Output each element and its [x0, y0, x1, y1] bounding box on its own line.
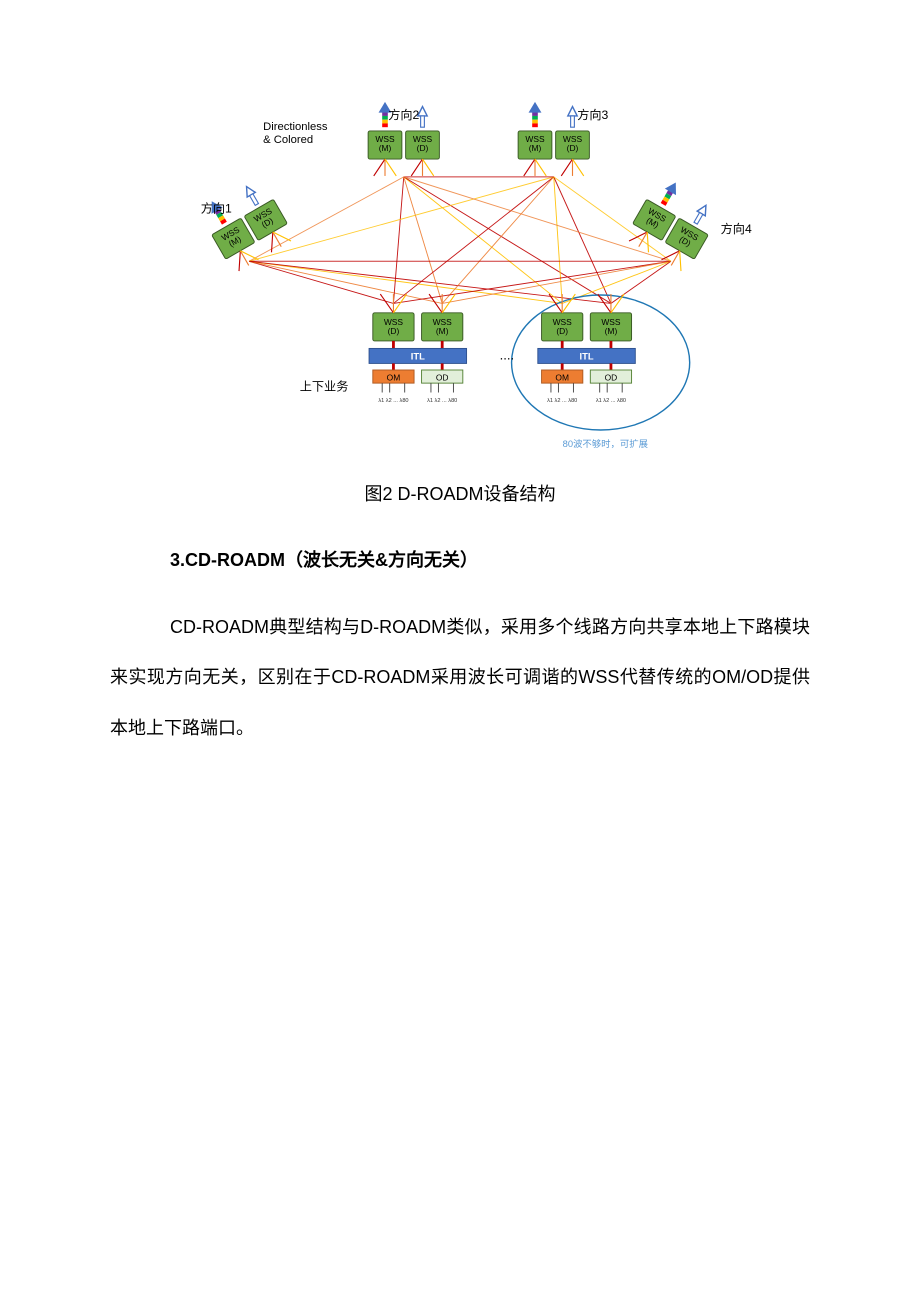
figure-caption: 图2 D-ROADM设备结构: [110, 480, 810, 506]
svg-text:λ1 λ2 ... λ80: λ1 λ2 ... λ80: [596, 398, 626, 404]
direction-label-1: 方向1: [201, 201, 232, 216]
svg-text:OD: OD: [436, 372, 449, 382]
svg-text:OM: OM: [387, 372, 401, 382]
body-paragraph: CD-ROADM典型结构与D-ROADM类似，采用多个线路方向共享本地上下路模块…: [110, 602, 810, 753]
d-roadm-diagram: WSS(M)WSS(D)WSS(M)WSS(D)WSS(M)WSS(D)WSS(…: [160, 100, 760, 460]
bottom-note: 80波不够时，可扩展: [563, 438, 648, 449]
mesh-lines: [249, 177, 671, 304]
stack-dots: ....: [500, 348, 515, 363]
direction-label-4: 方向4: [721, 221, 752, 236]
paragraph-text: CD-ROADM典型结构与D-ROADM类似，采用多个线路方向共享本地上下路模块…: [110, 617, 810, 738]
svg-text:λ1 λ2 ... λ80: λ1 λ2 ... λ80: [378, 398, 408, 404]
svg-text:ITL: ITL: [580, 352, 594, 362]
section-heading: 3.CD-ROADM（波长无关&方向无关）: [170, 546, 810, 572]
direction-label-2: 方向2: [388, 107, 419, 122]
svg-text:ITL: ITL: [411, 352, 425, 362]
svg-text:OD: OD: [605, 372, 618, 382]
add-drop-label: 上下业务: [300, 379, 349, 394]
svg-text:λ1 λ2 ... λ80: λ1 λ2 ... λ80: [427, 398, 457, 404]
annotation-line2: & Colored: [263, 134, 313, 146]
direction-label-3: 方向3: [577, 107, 608, 122]
svg-text:OM: OM: [555, 372, 569, 382]
svg-text:λ1 λ2 ... λ80: λ1 λ2 ... λ80: [547, 398, 577, 404]
annotation-line1: Directionless: [263, 121, 328, 133]
diagram-svg: WSS(M)WSS(D)WSS(M)WSS(D)WSS(M)WSS(D)WSS(…: [160, 100, 760, 460]
